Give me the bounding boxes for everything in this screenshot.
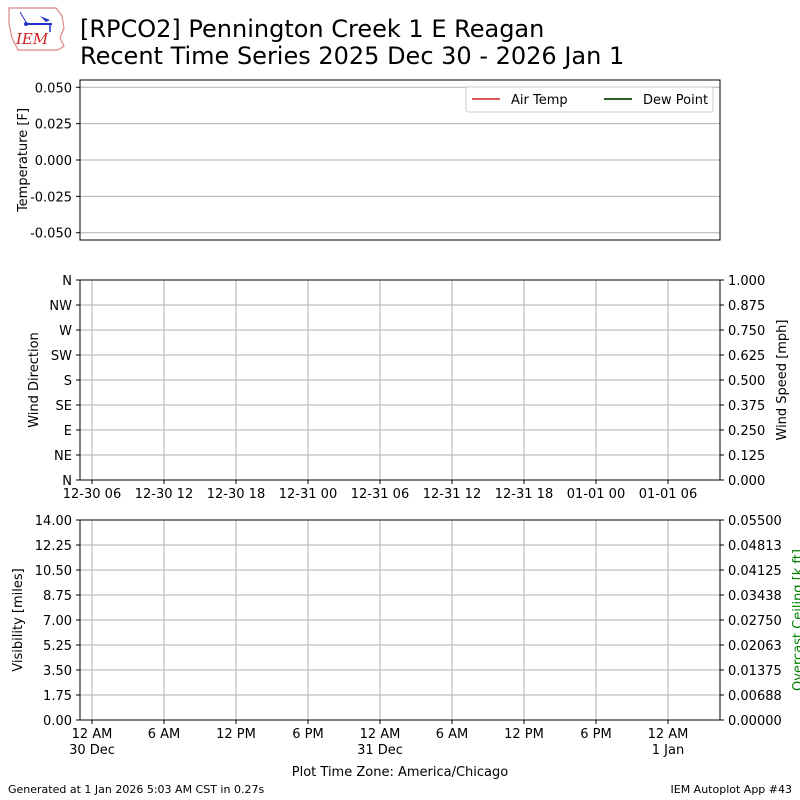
- ytick-label: 0.050: [35, 81, 72, 96]
- xtick-label: 12-30 06: [63, 487, 121, 502]
- ytick-label: N: [62, 274, 72, 289]
- xtick-label: 12-30 18: [207, 487, 265, 502]
- xtick-label: 6 PM: [292, 727, 323, 742]
- title-line-2: Recent Time Series 2025 Dec 30 - 2026 Ja…: [80, 42, 625, 70]
- ytick-label: 5.25: [43, 639, 72, 654]
- ytick-label: -0.025: [30, 190, 72, 205]
- svg-text:IEM: IEM: [15, 30, 49, 48]
- ytick-label-right: 1.000: [728, 274, 765, 289]
- ytick-label: S: [64, 374, 72, 389]
- ytick-label: SE: [56, 399, 72, 414]
- xtick-label: 12 AM: [648, 727, 689, 742]
- ytick-label: 3.50: [43, 664, 72, 679]
- xlabel: Plot Time Zone: America/Chicago: [292, 765, 508, 780]
- ytick-label: SW: [51, 349, 72, 364]
- xtick-label: 31 Dec: [357, 743, 403, 758]
- ytick-label-right: 0.875: [728, 299, 765, 314]
- ytick-label: E: [64, 424, 72, 439]
- ytick-label: 7.00: [43, 614, 72, 629]
- ytick-label-right: 0.625: [728, 349, 765, 364]
- ytick-label: 1.75: [43, 689, 72, 704]
- xtick-label: 12-31 06: [351, 487, 409, 502]
- ytick-label-right: 0.00000: [728, 714, 782, 729]
- xtick-label: 6 PM: [580, 727, 611, 742]
- ylabel: Temperature [F]: [16, 108, 31, 213]
- ytick-label-right: 0.250: [728, 424, 765, 439]
- xtick-label: 01-01 00: [567, 487, 625, 502]
- xtick-label: 01-01 06: [639, 487, 697, 502]
- ytick-label-right: 0.00688: [728, 689, 782, 704]
- ytick-label-right: 0.05500: [728, 514, 782, 529]
- ytick-label-right: 0.750: [728, 324, 765, 339]
- ytick-label: 8.75: [43, 589, 72, 604]
- ytick-label: 0.00: [43, 714, 72, 729]
- xtick-label: 12 AM: [360, 727, 401, 742]
- ytick-label: NE: [54, 449, 72, 464]
- iem-logo: IEM: [8, 7, 65, 51]
- ytick-label: -0.050: [30, 227, 72, 242]
- xtick-label: 12-31 18: [495, 487, 553, 502]
- xtick-label: 12-31 00: [279, 487, 337, 502]
- ytick-label-right: 0.500: [728, 374, 765, 389]
- ytick-label: 12.25: [35, 539, 72, 554]
- ytick-label-right: 0.03438: [728, 589, 782, 604]
- xtick-label: 12-31 12: [423, 487, 481, 502]
- ytick-label-right: 0.000: [728, 474, 765, 489]
- ytick-label: 14.00: [35, 514, 72, 529]
- xtick-label: 12 AM: [72, 727, 113, 742]
- footer-generated: Generated at 1 Jan 2026 5:03 AM CST in 0…: [8, 783, 265, 796]
- ytick-label-right: 0.04125: [728, 564, 782, 579]
- xtick-label: 1 Jan: [652, 743, 684, 758]
- legend-label: Air Temp: [511, 93, 568, 108]
- footer-app: IEM Autoplot App #43: [670, 783, 793, 796]
- ytick-label: W: [59, 324, 72, 339]
- ylabel: Wind Direction: [27, 332, 42, 428]
- legend-box: [465, 86, 714, 113]
- axes-frame: [79, 519, 721, 721]
- ytick-label-right: 0.01375: [728, 664, 782, 679]
- legend-label: Dew Point: [643, 93, 708, 108]
- xtick-label: 12 PM: [216, 727, 256, 742]
- ytick-label: NW: [49, 299, 72, 314]
- chart-title: [RPCO2] Pennington Creek 1 E Reagan Recen…: [80, 16, 624, 70]
- ytick-label-right: 0.02063: [728, 639, 782, 654]
- ytick-label-right: 0.375: [728, 399, 765, 414]
- ylabel: Visibility [miles]: [11, 568, 26, 671]
- ytick-label: 0.025: [35, 118, 72, 133]
- ytick-label-right: 0.125: [728, 449, 765, 464]
- ytick-label-right: 0.04813: [728, 539, 782, 554]
- ylabel-right: Overcast Ceiling [k ft]: [791, 549, 800, 691]
- ytick-label: 10.50: [35, 564, 72, 579]
- xtick-label: 6 AM: [148, 727, 181, 742]
- axes-frame: [79, 279, 721, 481]
- axes-frame: [79, 79, 721, 241]
- xtick-label: 30 Dec: [69, 743, 115, 758]
- ytick-label-right: 0.02750: [728, 614, 782, 629]
- ytick-label: N: [62, 474, 72, 489]
- xtick-label: 6 AM: [436, 727, 469, 742]
- xtick-label: 12 PM: [504, 727, 544, 742]
- ytick-label: 0.000: [35, 154, 72, 169]
- xtick-label: 12-30 12: [135, 487, 193, 502]
- title-line-1: [RPCO2] Pennington Creek 1 E Reagan: [80, 15, 545, 43]
- ylabel-right: Wind Speed [mph]: [775, 320, 790, 441]
